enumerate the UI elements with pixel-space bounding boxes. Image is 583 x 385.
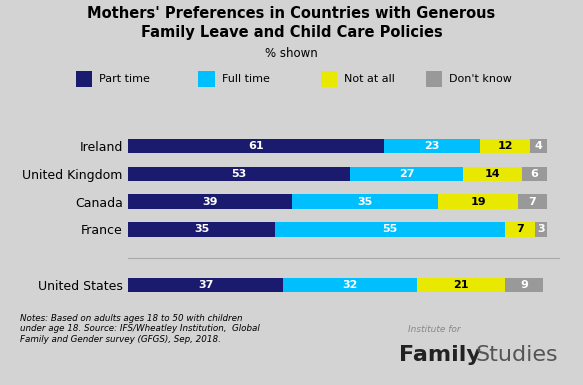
- Text: Family Leave and Child Care Policies: Family Leave and Child Care Policies: [141, 25, 442, 40]
- Bar: [128, 278, 283, 292]
- Text: 27: 27: [399, 169, 415, 179]
- Text: Full time: Full time: [222, 74, 269, 84]
- Bar: [531, 139, 547, 153]
- Bar: [128, 139, 384, 153]
- Bar: [283, 278, 417, 292]
- Text: Part time: Part time: [99, 74, 150, 84]
- Text: 32: 32: [343, 280, 358, 290]
- Bar: [350, 167, 463, 181]
- Text: Institute for: Institute for: [408, 325, 461, 334]
- Text: 39: 39: [202, 197, 217, 207]
- Text: % shown: % shown: [265, 47, 318, 60]
- Bar: [522, 167, 547, 181]
- Text: 4: 4: [535, 141, 543, 151]
- Text: 7: 7: [516, 224, 524, 234]
- Bar: [438, 194, 518, 209]
- Text: 53: 53: [231, 169, 247, 179]
- Bar: [518, 194, 547, 209]
- Text: Notes: Based on adults ages 18 to 50 with children
under age 18. Source: IFS/Whe: Notes: Based on adults ages 18 to 50 wit…: [20, 314, 260, 343]
- Text: 35: 35: [194, 224, 209, 234]
- Text: Mothers' Preferences in Countries with Generous: Mothers' Preferences in Countries with G…: [87, 6, 496, 21]
- Text: 35: 35: [357, 197, 373, 207]
- Bar: [417, 278, 505, 292]
- Text: 3: 3: [537, 224, 545, 234]
- Bar: [275, 222, 505, 237]
- Bar: [292, 194, 438, 209]
- Bar: [128, 167, 350, 181]
- Bar: [463, 167, 522, 181]
- Bar: [505, 222, 535, 237]
- Text: 7: 7: [529, 197, 536, 207]
- Text: 6: 6: [531, 169, 539, 179]
- Text: Don't know: Don't know: [449, 74, 512, 84]
- Text: 19: 19: [470, 197, 486, 207]
- Bar: [128, 222, 275, 237]
- Bar: [480, 139, 531, 153]
- Text: 37: 37: [198, 280, 213, 290]
- Text: 55: 55: [382, 224, 398, 234]
- Bar: [535, 222, 547, 237]
- Text: 14: 14: [485, 169, 500, 179]
- Text: 9: 9: [520, 280, 528, 290]
- Text: Studies: Studies: [475, 345, 558, 365]
- Bar: [128, 194, 292, 209]
- Text: 12: 12: [497, 141, 513, 151]
- Text: 61: 61: [248, 141, 264, 151]
- Text: Not at all: Not at all: [344, 74, 395, 84]
- Bar: [505, 278, 543, 292]
- Text: 23: 23: [424, 141, 440, 151]
- Bar: [384, 139, 480, 153]
- Text: 21: 21: [454, 280, 469, 290]
- Text: Family: Family: [399, 345, 481, 365]
